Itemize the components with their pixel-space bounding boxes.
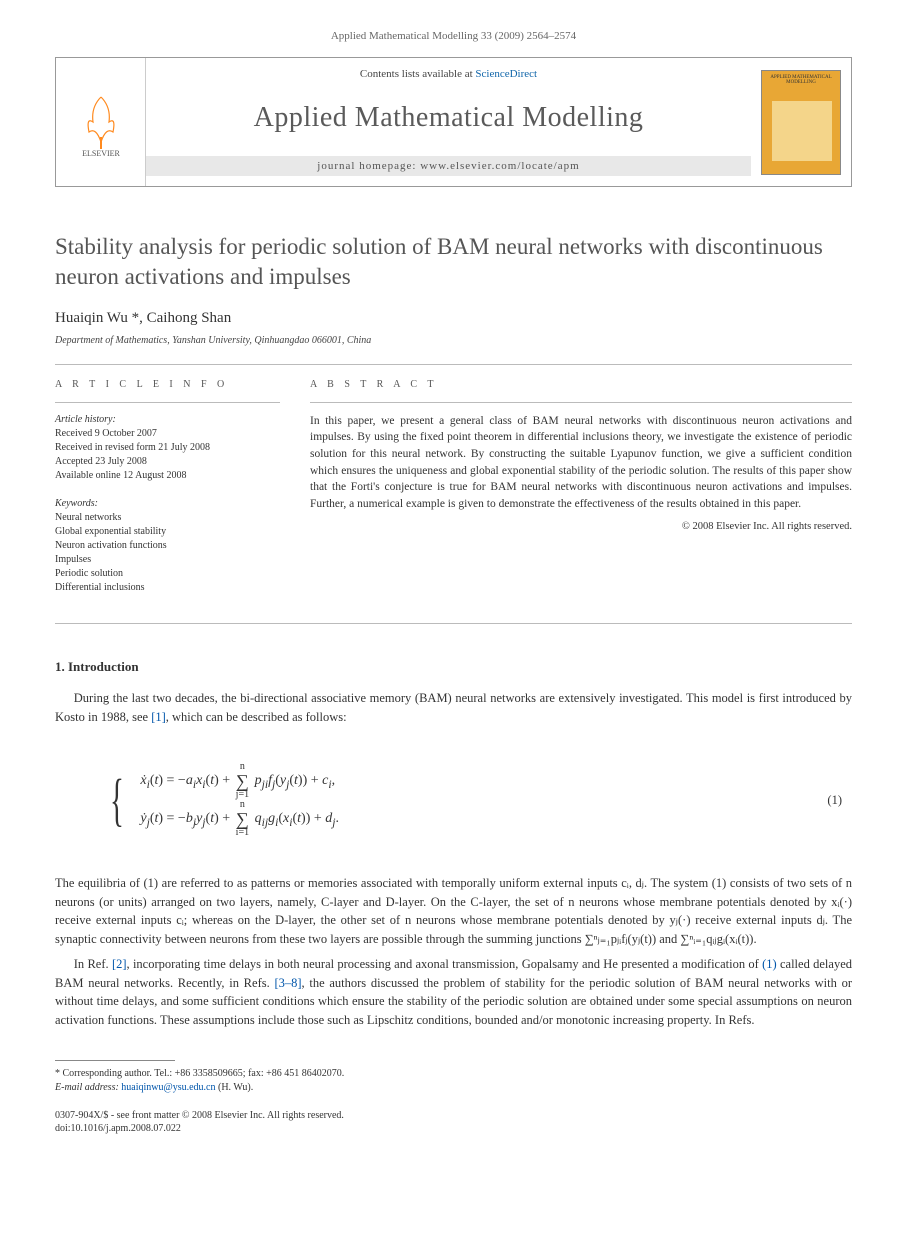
cover-cell: APPLIED MATHEMATICAL MODELLING xyxy=(751,58,851,186)
intro-para-1: During the last two decades, the bi-dire… xyxy=(55,689,852,727)
keyword: Differential inclusions xyxy=(55,581,280,595)
history-line: Received in revised form 21 July 2008 xyxy=(55,441,280,455)
author-list: Huaiqin Wu *, Caihong Shan xyxy=(55,310,852,327)
keyword: Impulses xyxy=(55,553,280,567)
keywords-heading: Keywords: xyxy=(55,497,280,511)
author-email-link[interactable]: huaiqinwu@ysu.edu.cn xyxy=(121,1082,215,1093)
p3a: In Ref. xyxy=(74,957,112,971)
contents-lists-line: Contents lists available at ScienceDirec… xyxy=(146,68,751,80)
info-abstract-row: A R T I C L E I N F O Article history: R… xyxy=(55,365,852,623)
para1-post: , which can be described as follows: xyxy=(166,710,347,724)
equation-body: { ẋi(t) = −aixi(t) + n∑j=1 pjifj(yj(t)) … xyxy=(103,736,339,864)
divider-bottom xyxy=(55,623,852,624)
keyword: Neural networks xyxy=(55,511,280,525)
history-line: Received 9 October 2007 xyxy=(55,427,280,441)
masthead-center: Contents lists available at ScienceDirec… xyxy=(146,58,751,186)
article-info-label: A R T I C L E I N F O xyxy=(55,379,280,390)
abstract-text: In this paper, we present a general clas… xyxy=(310,413,852,513)
email-label: E-mail address: xyxy=(55,1082,121,1093)
history-line: Accepted 23 July 2008 xyxy=(55,455,280,469)
elsevier-tree-logo: ELSEVIER xyxy=(71,87,131,157)
doi-line: doi:10.1016/j.apm.2008.07.022 xyxy=(55,1122,852,1135)
section-1-heading: 1. Introduction xyxy=(55,659,852,675)
author-affiliation: Department of Mathematics, Yanshan Unive… xyxy=(55,335,852,346)
article-history: Article history: Received 9 October 2007… xyxy=(55,413,280,483)
abstract-column: A B S T R A C T In this paper, we presen… xyxy=(310,379,852,609)
footnote-divider xyxy=(55,1060,175,1061)
email-footnote: E-mail address: huaiqinwu@ysu.edu.cn (H.… xyxy=(55,1081,852,1095)
front-matter-line: 0307-904X/$ - see front matter © 2008 El… xyxy=(55,1109,852,1122)
ref-link-1[interactable]: [1] xyxy=(151,710,166,724)
sciencedirect-link[interactable]: ScienceDirect xyxy=(475,68,537,80)
keyword: Global exponential stability xyxy=(55,525,280,539)
publisher-logo-cell: ELSEVIER xyxy=(56,58,146,186)
abstract-label: A B S T R A C T xyxy=(310,379,852,390)
journal-homepage: journal homepage: www.elsevier.com/locat… xyxy=(146,156,751,176)
equation-1: { ẋi(t) = −aixi(t) + n∑j=1 pjifj(yj(t)) … xyxy=(103,736,852,864)
eq-ref-1[interactable]: (1) xyxy=(762,957,777,971)
journal-cover-thumbnail: APPLIED MATHEMATICAL MODELLING xyxy=(761,70,841,175)
corresponding-author-footnote: * Corresponding author. Tel.: +86 335850… xyxy=(55,1067,852,1081)
contents-text: Contents lists available at xyxy=(360,68,475,80)
keyword: Periodic solution xyxy=(55,567,280,581)
keyword: Neuron activation functions xyxy=(55,539,280,553)
article-info-column: A R T I C L E I N F O Article history: R… xyxy=(55,379,280,609)
journal-name: Applied Mathematical Modelling xyxy=(146,102,751,134)
p3b: , incorporating time delays in both neur… xyxy=(127,957,763,971)
abstract-divider xyxy=(310,402,852,403)
article-title: Stability analysis for periodic solution… xyxy=(55,232,852,292)
history-line: Available online 12 August 2008 xyxy=(55,469,280,483)
info-divider xyxy=(55,402,280,403)
svg-text:ELSEVIER: ELSEVIER xyxy=(82,149,120,157)
cover-title: APPLIED MATHEMATICAL MODELLING xyxy=(766,75,836,86)
intro-para-2: The equilibria of (1) are referred to as… xyxy=(55,874,852,949)
equation-number: (1) xyxy=(827,793,842,808)
keywords-block: Keywords: Neural networks Global exponen… xyxy=(55,497,280,595)
ref-link-2[interactable]: [2] xyxy=(112,957,127,971)
intro-para-3: In Ref. [2], incorporating time delays i… xyxy=(55,955,852,1030)
ref-link-3-8[interactable]: [3–8] xyxy=(274,976,301,990)
abstract-copyright: © 2008 Elsevier Inc. All rights reserved… xyxy=(310,521,852,532)
history-heading: Article history: xyxy=(55,413,280,427)
header-citation: Applied Mathematical Modelling 33 (2009)… xyxy=(55,30,852,42)
doi-block: 0307-904X/$ - see front matter © 2008 El… xyxy=(55,1109,852,1135)
email-post: (H. Wu). xyxy=(216,1082,254,1093)
journal-masthead: ELSEVIER Contents lists available at Sci… xyxy=(55,57,852,187)
cover-inner xyxy=(772,101,832,161)
